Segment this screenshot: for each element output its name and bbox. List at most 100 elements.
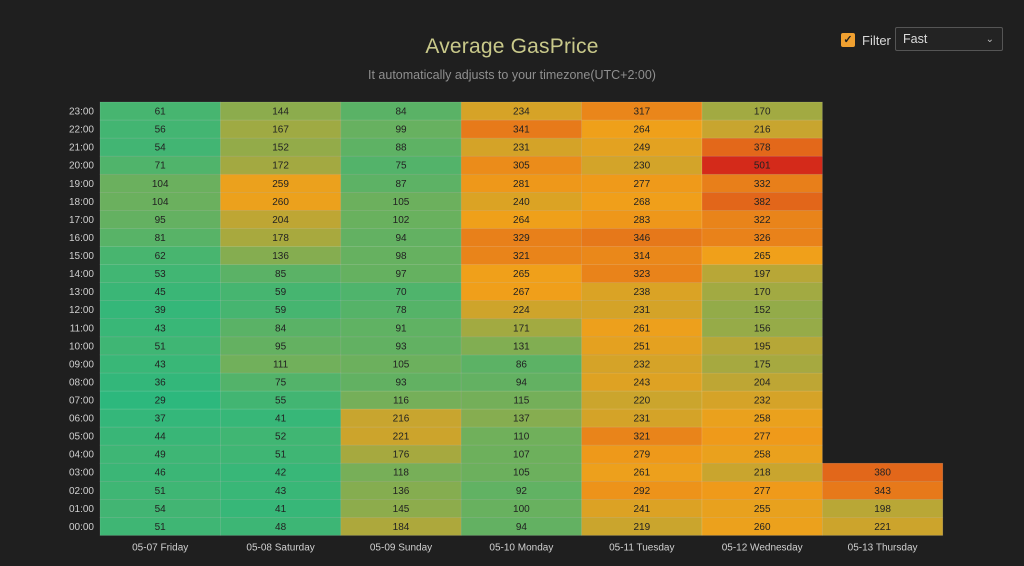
- cell-value-label: 323: [633, 269, 650, 280]
- cell-value-label: 78: [395, 305, 407, 316]
- cell-value-label: 261: [633, 323, 650, 334]
- cell-value-label: 175: [754, 359, 771, 370]
- heatmap-cell[interactable]: [701, 444, 823, 464]
- x-tick-label: 05-10 Monday: [489, 542, 553, 553]
- cell-value-label: 145: [393, 504, 410, 515]
- cell-value-label: 184: [393, 522, 410, 533]
- y-tick-label: 08:00: [69, 377, 94, 388]
- cell-value-label: 231: [633, 414, 650, 425]
- x-tick-label: 05-12 Wednesday: [722, 542, 803, 553]
- y-tick-label: 19:00: [69, 179, 94, 190]
- y-tick-label: 04:00: [69, 450, 94, 461]
- cell-value-label: 198: [874, 504, 891, 515]
- cell-value-label: 380: [874, 468, 891, 479]
- speed-select[interactable]: Fast ⌄: [895, 27, 1003, 51]
- cell-value-label: 70: [395, 287, 407, 298]
- checkmark-icon: ✓: [843, 34, 853, 46]
- cell-value-label: 232: [754, 395, 771, 406]
- cell-value-label: 85: [275, 269, 287, 280]
- cell-value-label: 105: [393, 359, 410, 370]
- heatmap-cell[interactable]: [701, 173, 823, 193]
- cell-value-label: 59: [275, 287, 287, 298]
- cell-value-label: 204: [272, 215, 289, 226]
- cell-value-label: 204: [754, 377, 771, 388]
- x-tick-label: 05-11 Tuesday: [609, 542, 674, 553]
- y-tick-label: 00:00: [69, 522, 94, 533]
- y-tick-label: 07:00: [69, 395, 94, 406]
- cell-value-label: 97: [395, 269, 407, 280]
- cell-value-label: 321: [633, 432, 650, 443]
- cell-value-label: 59: [275, 305, 287, 316]
- cell-value-label: 322: [754, 215, 771, 226]
- y-tick-label: 23:00: [69, 107, 94, 118]
- y-tick-label: 22:00: [69, 125, 94, 136]
- cell-value-label: 292: [633, 486, 650, 497]
- x-tick-label: 05-13 Thursday: [848, 542, 918, 553]
- cell-value-label: 216: [754, 125, 771, 136]
- heatmap-cell[interactable]: [340, 444, 462, 464]
- cell-value-label: 94: [516, 522, 528, 533]
- cell-value-label: 94: [516, 377, 528, 388]
- cell-value-label: 44: [155, 432, 167, 443]
- cell-value-label: 43: [155, 323, 167, 334]
- cell-value-label: 279: [633, 450, 650, 461]
- cell-value-label: 195: [754, 341, 771, 352]
- cell-value-label: 104: [152, 197, 169, 208]
- cell-value-label: 36: [155, 377, 167, 388]
- x-tick-label: 05-09 Sunday: [370, 542, 432, 553]
- x-tick-label: 05-07 Friday: [132, 542, 188, 553]
- cell-value-label: 261: [633, 468, 650, 479]
- y-tick-label: 03:00: [69, 468, 94, 479]
- cell-value-label: 277: [754, 486, 771, 497]
- y-tick-label: 11:00: [70, 323, 95, 334]
- x-tick-label: 05-08 Saturday: [246, 542, 314, 553]
- cell-value-label: 102: [393, 215, 410, 226]
- cell-value-label: 43: [155, 359, 167, 370]
- cell-value-label: 232: [633, 359, 650, 370]
- cell-value-label: 152: [272, 143, 289, 154]
- cell-value-label: 99: [395, 125, 407, 136]
- cell-value-label: 49: [155, 450, 167, 461]
- filter-checkbox[interactable]: ✓: [841, 33, 855, 47]
- y-tick-label: 12:00: [69, 305, 94, 316]
- cell-value-label: 341: [513, 125, 530, 136]
- cell-value-label: 234: [513, 107, 530, 118]
- cell-value-label: 332: [754, 179, 771, 190]
- cell-value-label: 81: [155, 233, 167, 244]
- cell-value-label: 51: [155, 522, 167, 533]
- heatmap-cell[interactable]: [701, 101, 823, 121]
- y-tick-label: 17:00: [69, 215, 94, 226]
- cell-value-label: 51: [275, 450, 287, 461]
- y-tick-label: 02:00: [69, 486, 94, 497]
- heatmap-cell[interactable]: [340, 173, 462, 193]
- cell-value-label: 42: [275, 468, 287, 479]
- cell-value-label: 54: [155, 504, 167, 515]
- cell-value-label: 92: [516, 486, 528, 497]
- cell-value-label: 131: [513, 341, 530, 352]
- speed-select-value: Fast: [903, 32, 928, 46]
- cell-value-label: 61: [155, 107, 167, 118]
- cell-value-label: 118: [393, 468, 409, 479]
- cell-value-label: 343: [874, 486, 891, 497]
- cell-value-label: 100: [513, 504, 530, 515]
- filter-control[interactable]: ✓ Filter: [841, 27, 891, 53]
- cell-value-label: 45: [155, 287, 167, 298]
- cell-value-label: 167: [272, 125, 289, 136]
- cell-value-label: 75: [395, 161, 407, 172]
- cell-value-label: 230: [633, 161, 650, 172]
- cell-value-label: 54: [155, 143, 167, 154]
- cell-value-label: 326: [754, 233, 771, 244]
- heatmap-cell[interactable]: [822, 462, 944, 482]
- cell-value-label: 87: [395, 179, 407, 190]
- cell-value-label: 329: [513, 233, 530, 244]
- y-tick-label: 15:00: [69, 251, 94, 262]
- heatmap-cell[interactable]: [340, 101, 462, 121]
- cell-value-label: 265: [513, 269, 530, 280]
- chart-subtitle: It automatically adjusts to your timezon…: [368, 68, 656, 82]
- cell-value-label: 501: [754, 161, 771, 172]
- y-tick-label: 01:00: [69, 504, 94, 515]
- cell-value-label: 46: [155, 468, 167, 479]
- cell-value-label: 105: [393, 197, 410, 208]
- filter-label: Filter: [862, 32, 891, 48]
